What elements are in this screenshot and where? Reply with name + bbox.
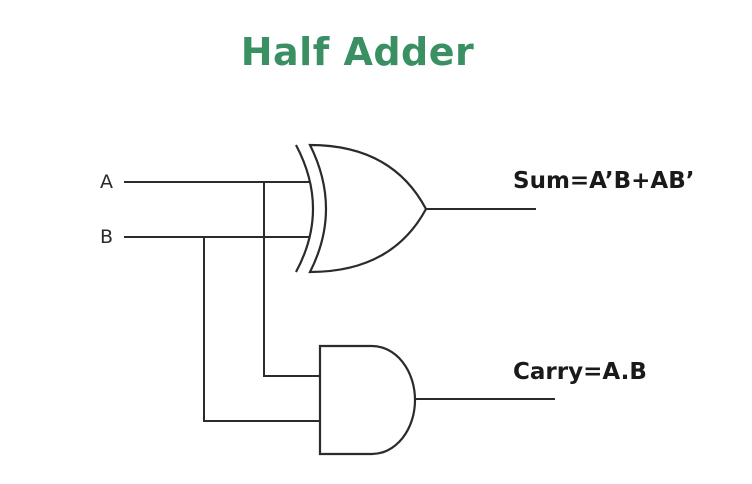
input-b-label: B bbox=[100, 226, 113, 248]
carry-output-label: Carry=A.B bbox=[513, 359, 647, 385]
xor-extra-input-arc bbox=[295, 144, 315, 273]
wire-b-to-and bbox=[203, 237, 320, 422]
input-a-label: A bbox=[100, 171, 113, 193]
sum-output-label: Sum=A’B+AB’ bbox=[513, 168, 694, 194]
diagram-title: Half Adder bbox=[240, 30, 475, 74]
xor-gate bbox=[295, 143, 428, 274]
wire-a-to-and bbox=[263, 182, 320, 377]
and-gate bbox=[318, 344, 417, 456]
xor-body bbox=[308, 143, 428, 274]
